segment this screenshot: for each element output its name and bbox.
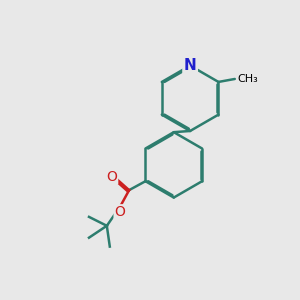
Text: O: O (114, 205, 125, 219)
Text: O: O (107, 170, 118, 184)
Text: CH₃: CH₃ (237, 74, 258, 84)
Text: N: N (184, 58, 196, 73)
